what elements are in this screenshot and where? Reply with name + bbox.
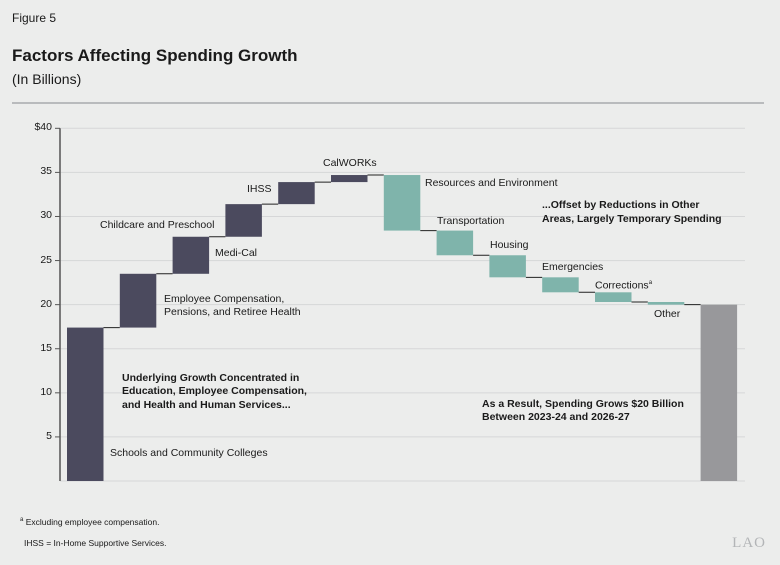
bar-childcare-and-preschool xyxy=(172,236,210,274)
footnote-a-mark: a xyxy=(20,517,24,524)
bar-total xyxy=(700,304,738,481)
label-employee-line2: Pensions, and Retiree Health xyxy=(164,306,301,318)
annotation-result-line2: Between 2023-24 and 2026-27 xyxy=(482,411,630,423)
label-employee-line1: Employee Compensation, xyxy=(164,293,285,305)
corrections-text: Corrections xyxy=(595,279,649,292)
divider xyxy=(12,102,764,104)
y-tick-label: 20 xyxy=(40,297,52,310)
y-tick-label: $40 xyxy=(34,121,52,134)
bar-medi-cal xyxy=(225,204,262,237)
footnote-ihss: IHSS = In-Home Supportive Services. xyxy=(24,538,167,548)
y-tick-label: 35 xyxy=(40,165,52,178)
lao-logo: LAO xyxy=(732,535,766,551)
label-schools: Schools and Community Colleges xyxy=(110,447,268,459)
label-housing: Housing xyxy=(490,239,529,251)
y-tick-label: 5 xyxy=(46,429,52,442)
y-tick-label: 10 xyxy=(40,385,52,398)
annotation-offset-line1: ...Offset by Reductions in Other xyxy=(542,199,700,211)
chart-subtitle: (In Billions) xyxy=(12,71,82,87)
label-childcare: Childcare and Preschool xyxy=(100,219,215,231)
label-calworks: CalWORKs xyxy=(323,157,377,169)
y-tick-label: 25 xyxy=(40,253,52,266)
bar-calworks xyxy=(331,175,368,183)
chart-title: Factors Affecting Spending Growth xyxy=(12,46,298,65)
bar-emergencies xyxy=(542,277,579,293)
annotation-offset-line2: Areas, Largely Temporary Spending xyxy=(542,213,722,225)
label-resources: Resources and Environment xyxy=(425,177,558,189)
annotation-growth-line1: Underlying Growth Concentrated in xyxy=(122,372,300,384)
bar-corrections xyxy=(595,292,632,303)
figure-label: Figure 5 xyxy=(12,11,57,25)
label-ihss: IHSS xyxy=(247,183,272,195)
bar-schools-and-community-colleges xyxy=(67,327,104,481)
label-corrections: Correctionsa xyxy=(595,277,652,293)
annotation-growth-line2: Education, Employee Compensation, xyxy=(122,385,307,397)
bar-employee-compensation-pensions-and-retiree-health xyxy=(119,273,157,328)
y-tick-label: 30 xyxy=(40,209,52,222)
footnote-marker: a xyxy=(648,280,653,286)
bar-ihss xyxy=(278,182,315,205)
footnote-a-text: Excluding employee compensation. xyxy=(25,517,160,527)
bar-housing xyxy=(489,255,526,278)
annotation-result-line1: As a Result, Spending Grows $20 Billion xyxy=(482,398,684,410)
bar-transportation xyxy=(436,230,474,256)
annotation-growth-line3: and Health and Human Services... xyxy=(122,399,291,411)
footnote-a: a Excluding employee compensation. xyxy=(20,517,159,527)
label-transportation: Transportation xyxy=(437,215,505,227)
y-tick-label: 15 xyxy=(40,341,52,354)
bar-other xyxy=(647,302,685,305)
label-emergencies: Emergencies xyxy=(542,261,604,273)
bar-resources-and-environment xyxy=(383,175,421,231)
label-medi-cal: Medi-Cal xyxy=(215,247,258,259)
label-other: Other xyxy=(654,308,681,320)
